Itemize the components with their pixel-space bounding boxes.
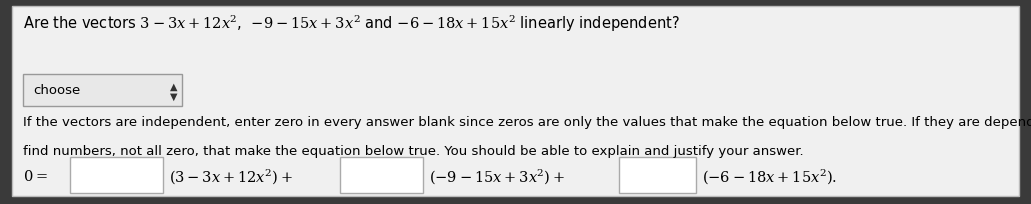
FancyBboxPatch shape [12,7,1019,196]
Text: If the vectors are independent, enter zero in every answer blank since zeros are: If the vectors are independent, enter ze… [23,115,1031,128]
Text: $(-9 - 15x + 3x^2)+$: $(-9 - 15x + 3x^2)+$ [429,166,565,185]
Text: ▲: ▲ [170,81,177,91]
Text: $0 =$: $0 =$ [23,168,47,183]
FancyBboxPatch shape [70,157,163,193]
Text: find numbers, not all zero, that make the equation below true. You should be abl: find numbers, not all zero, that make th… [23,144,803,157]
Text: choose: choose [33,84,80,97]
FancyBboxPatch shape [619,157,696,193]
Text: ▼: ▼ [170,91,177,101]
FancyBboxPatch shape [340,157,423,193]
Text: $(3 - 3x + 12x^2)+$: $(3 - 3x + 12x^2)+$ [169,166,293,185]
Text: $(-6 - 18x + 15x^2).$: $(-6 - 18x + 15x^2).$ [702,166,837,185]
FancyBboxPatch shape [23,74,182,106]
Text: Are the vectors $3 - 3x + 12x^2$,  $-9 - 15x + 3x^2$ and $-6 - 18x + 15x^2$ line: Are the vectors $3 - 3x + 12x^2$, $-9 - … [23,13,679,33]
